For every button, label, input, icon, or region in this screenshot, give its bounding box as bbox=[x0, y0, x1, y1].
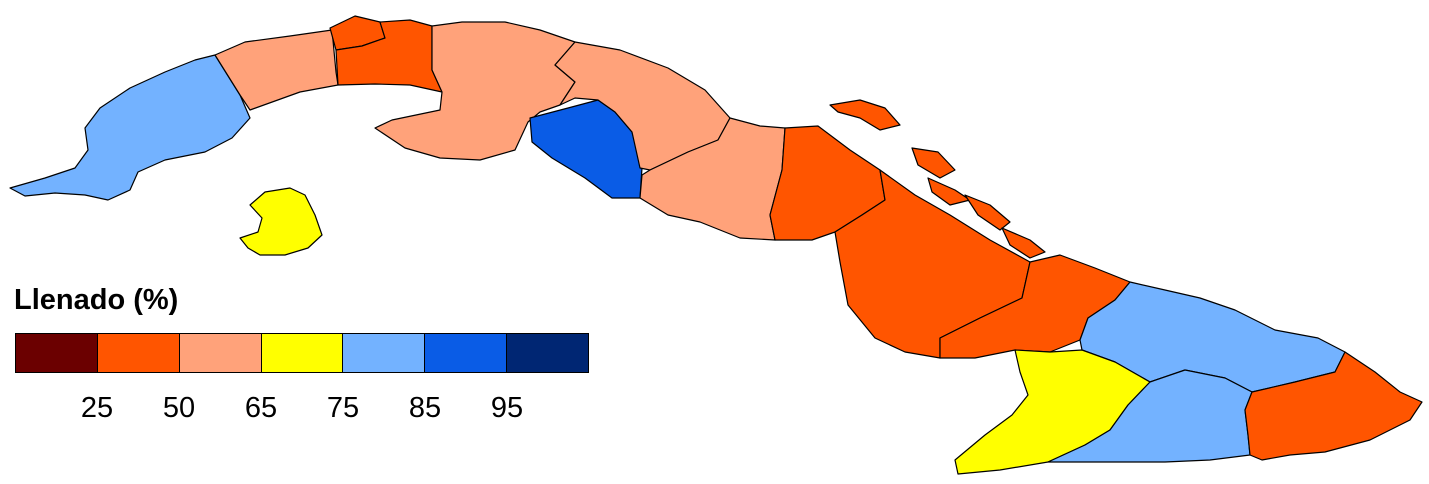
region-artemisa bbox=[214, 29, 339, 111]
region-pinar-del-rio bbox=[9, 54, 251, 201]
region-guantanamo bbox=[1244, 351, 1423, 461]
region-northern-cays bbox=[1001, 227, 1046, 259]
legend-swatch bbox=[16, 334, 98, 372]
region-matanzas bbox=[374, 21, 576, 161]
legend-tick-label: 25 bbox=[80, 392, 114, 424]
legend-swatch bbox=[179, 334, 262, 372]
legend-tick-label: 95 bbox=[490, 392, 524, 424]
legend-color-bar bbox=[15, 333, 589, 373]
legend-tick-label: 85 bbox=[408, 392, 442, 424]
region-isla-de-la-juventud bbox=[239, 187, 323, 256]
legend-title: Llenado (%) bbox=[14, 284, 179, 316]
region-santiago-de-cuba bbox=[1047, 369, 1253, 463]
legend-swatch bbox=[343, 334, 426, 372]
region-northern-cays bbox=[911, 147, 956, 179]
legend-swatch bbox=[261, 334, 344, 372]
legend-tick-label: 75 bbox=[326, 392, 360, 424]
region-northern-cays bbox=[927, 177, 971, 206]
region-northern-cays bbox=[964, 194, 1011, 231]
legend-swatch bbox=[507, 334, 589, 372]
legend-tick-label: 65 bbox=[244, 392, 278, 424]
legend-swatch bbox=[97, 334, 180, 372]
legend-tick-label: 50 bbox=[162, 392, 196, 424]
region-villa-clara bbox=[554, 41, 731, 171]
region-northern-cays bbox=[829, 99, 901, 131]
legend-swatch bbox=[425, 334, 508, 372]
